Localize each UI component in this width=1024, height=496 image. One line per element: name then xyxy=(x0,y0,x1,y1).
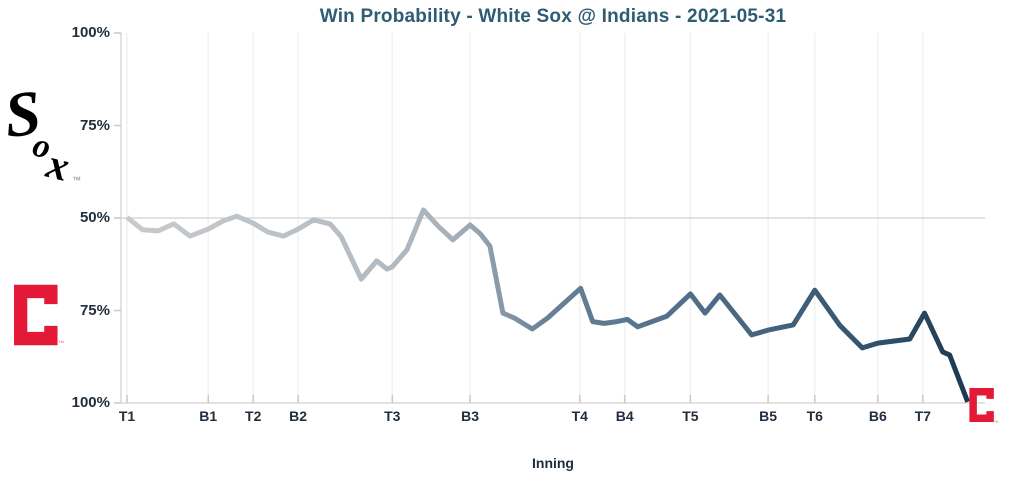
x-tick-label: T1 xyxy=(118,408,136,424)
y-tick-label: 75% xyxy=(79,301,110,319)
x-tick-label: B4 xyxy=(615,408,634,424)
x-tick-label: T6 xyxy=(806,408,823,424)
indians-logo-endpoint: ™ xyxy=(969,388,999,424)
x-tick-label: T5 xyxy=(682,408,699,424)
x-tick-label: T3 xyxy=(384,408,401,424)
x-axis-title: Inning xyxy=(532,455,574,471)
x-tick-label: B1 xyxy=(199,408,218,424)
chart-title: Win Probability - White Sox @ Indians - … xyxy=(319,6,787,27)
x-tick-label: B5 xyxy=(759,408,778,424)
x-tick-label: B3 xyxy=(461,408,479,424)
x-tick-label: T4 xyxy=(571,408,588,424)
white-sox-logo: S o x ™ xyxy=(6,84,81,184)
indians-endpoint-trademark: ™ xyxy=(994,420,999,424)
x-tick-label: B6 xyxy=(868,408,887,424)
y-tick-label: 75% xyxy=(79,116,110,134)
y-tick-label: 100% xyxy=(71,24,110,41)
x-tick-label: T2 xyxy=(245,408,262,424)
x-tick-label: T7 xyxy=(914,408,931,424)
chart-plot-area xyxy=(114,32,985,404)
y-tick-label: 100% xyxy=(71,394,110,411)
x-tick-label: B2 xyxy=(289,408,308,424)
svg-text:S: S xyxy=(6,84,44,151)
indians-logo: ™ xyxy=(14,284,64,347)
indians-trademark: ™ xyxy=(58,340,64,347)
y-tick-label: 50% xyxy=(79,209,110,226)
sox-trademark: ™ xyxy=(72,175,81,184)
